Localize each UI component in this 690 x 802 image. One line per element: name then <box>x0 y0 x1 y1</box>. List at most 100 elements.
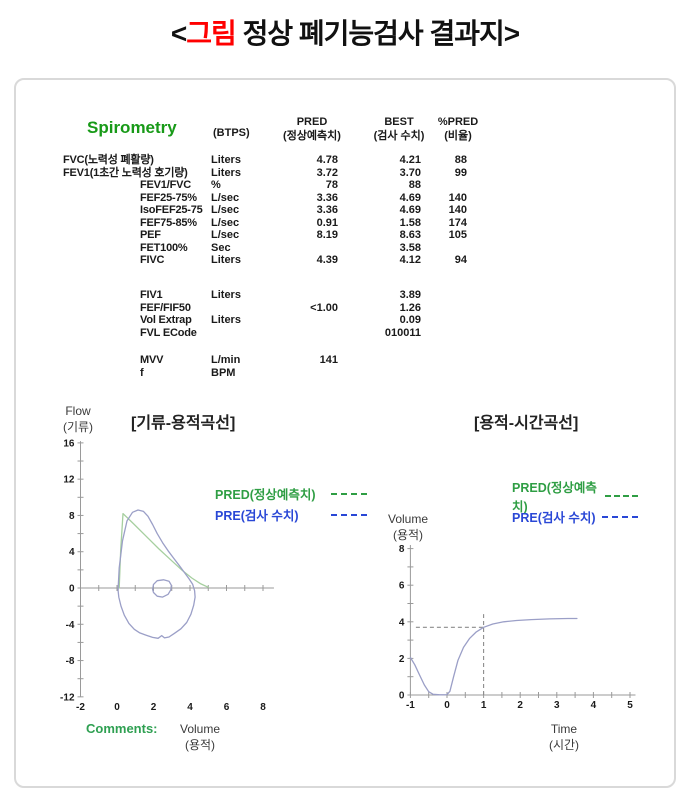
table-row: FEF/FIF50 <1.00 1.26 <box>63 302 467 315</box>
cell-unit: Liters <box>211 254 241 266</box>
legend-pred-row: PRED(정상예측치) <box>512 481 638 514</box>
table-row: FIV1 Liters 3.89 <box>63 289 467 302</box>
svg-text:8: 8 <box>399 544 405 555</box>
cell-name: f <box>140 366 144 379</box>
cell-pred: 0.91 <box>316 216 338 229</box>
column-header-pctpred: %PRED (비율) <box>427 116 489 143</box>
table-row: FEF25-75% L/sec 3.36 4.69 140 <box>63 192 467 205</box>
pre-dash-swatch <box>602 515 638 518</box>
cell-name: FIVC <box>140 254 165 266</box>
cell-name: FEF25-75% <box>140 191 197 204</box>
cell-unit: Liters <box>211 289 241 301</box>
legend-pre-row: PRE(검사 수치) <box>215 504 367 525</box>
svg-text:-8: -8 <box>66 656 75 667</box>
title-rest: 정상 폐기능검사 결과지> <box>235 18 521 49</box>
svg-text:6: 6 <box>224 702 230 713</box>
cell-pct: 88 <box>454 154 467 166</box>
cell-unit: % <box>211 179 221 191</box>
cell-pct <box>421 179 467 192</box>
cell-name: FET100% <box>140 241 188 254</box>
spirometry-heading: Spirometry <box>87 118 177 137</box>
pred-dash-swatch <box>604 494 638 497</box>
cell-pred: <1.00 <box>310 301 338 314</box>
spirometry-table-block-2: FIV1 Liters 3.89 FEF/FIF50 <1.00 1.26 Vol Extr… <box>63 289 467 339</box>
flow-volume-chart-title: [기류-용적곡선] <box>131 415 236 432</box>
cell-pred: 3.72 <box>316 166 338 179</box>
time-axis-label: Time (시간) <box>538 721 590 753</box>
svg-text:-1: -1 <box>406 700 415 711</box>
volume-axis-label-kr: (용적) <box>392 528 424 542</box>
flow-volume-chart: 16 12 8 4 0 -4 -8 -12-2 0 2 4 6 8 <box>60 438 274 713</box>
cell-best: 3.89 <box>399 289 421 301</box>
cell-pct: 94 <box>454 254 467 266</box>
cell-best <box>338 367 421 380</box>
cell-unit <box>211 302 286 315</box>
svg-text:3: 3 <box>554 700 560 711</box>
table-row: FEV1/FVC% 78 88 <box>63 179 467 192</box>
legend-pred-row: PRED(정상예측치) <box>215 483 367 504</box>
cell-pred <box>286 242 338 255</box>
svg-text:-12: -12 <box>60 692 75 703</box>
best-header-kr: (검사 수치) <box>373 129 425 142</box>
legend-pre-label: PRE(검사 수치) <box>512 511 596 525</box>
best-header-en: BEST <box>384 116 414 128</box>
cell-best: 4.21 <box>399 154 421 166</box>
cell-unit: BPM <box>211 366 236 379</box>
btps-label: (BTPS) <box>213 127 250 139</box>
cell-pred <box>286 327 338 340</box>
svg-text:5: 5 <box>627 700 633 711</box>
cell-pred: 4.39 <box>316 254 338 266</box>
time-axis-label-en: Time <box>550 722 578 736</box>
cell-pct <box>421 354 467 367</box>
cell-pct: 140 <box>448 204 467 216</box>
cell-unit: Liters <box>211 314 241 326</box>
cell-pct <box>421 302 467 315</box>
cell-pct: 174 <box>448 216 467 229</box>
cell-best: 4.69 <box>399 191 421 204</box>
pred-dash-swatch <box>331 492 367 495</box>
cell-pct <box>421 314 467 327</box>
cell-best: 8.63 <box>399 229 421 241</box>
pctpred-header-en: %PRED <box>437 116 479 128</box>
title-bracket-open: < <box>170 18 187 49</box>
cell-unit: L/sec <box>211 204 240 216</box>
svg-text:4: 4 <box>187 702 193 713</box>
svg-text:-4: -4 <box>66 620 75 631</box>
svg-text:8: 8 <box>260 702 266 713</box>
svg-text:6: 6 <box>399 581 405 592</box>
cell-pct: 105 <box>448 229 467 241</box>
volume-axis-label-left-chart: Volume (용적) <box>170 721 230 753</box>
svg-text:8: 8 <box>69 511 75 522</box>
page-title: <그림 정상 폐기능검사 결과지> <box>0 12 690 52</box>
table-row: f BPM <box>63 367 467 380</box>
spirometry-table-block-1: FVC(노력성 폐활량) Liters 4.78 4.21 88 FEV1(1초간 노력성… <box>63 154 467 267</box>
svg-text:16: 16 <box>63 438 75 449</box>
cell-best: 3.58 <box>399 241 421 254</box>
table-row: IsoFEF25-75 L/sec 3.36 4.69 140 <box>63 204 467 217</box>
cell-pct: 99 <box>454 166 467 179</box>
table-row: FET100% Sec 3.58 <box>63 242 467 255</box>
cell-name: FEF/FIF50 <box>140 301 191 314</box>
table-row: FVC(노력성 폐활량) Liters 4.78 4.21 88 <box>63 154 467 167</box>
cell-name: IsoFEF25-75 <box>140 204 203 216</box>
table-row: FEF75-85% L/sec 0.91 1.58 174 <box>63 217 467 230</box>
pre-dash-swatch <box>331 513 367 516</box>
cell-pred <box>286 289 338 302</box>
column-header-best: BEST (검사 수치) <box>357 116 441 143</box>
legend-pred-label: PRED(정상예측치) <box>512 480 597 514</box>
legend-pre-label: PRE(검사 수치) <box>215 509 299 523</box>
cell-unit: Liters <box>211 154 241 166</box>
pctpred-header-kr: (비율) <box>444 129 472 142</box>
spirometry-table-block-3: MVV L/min 141 f BPM <box>63 354 467 379</box>
comments-label: Comments: <box>86 721 158 736</box>
cell-name: MVV <box>140 354 164 366</box>
cell-unit <box>211 327 286 340</box>
flow-axis-label-kr: (기류) <box>62 420 94 434</box>
table-row: FVL ECode 010011 <box>63 327 467 340</box>
cell-pct <box>421 367 467 380</box>
volume-axis-label-en: Volume <box>387 512 429 526</box>
cell-best: 88 <box>408 179 421 191</box>
cell-best: 1.26 <box>399 301 421 314</box>
